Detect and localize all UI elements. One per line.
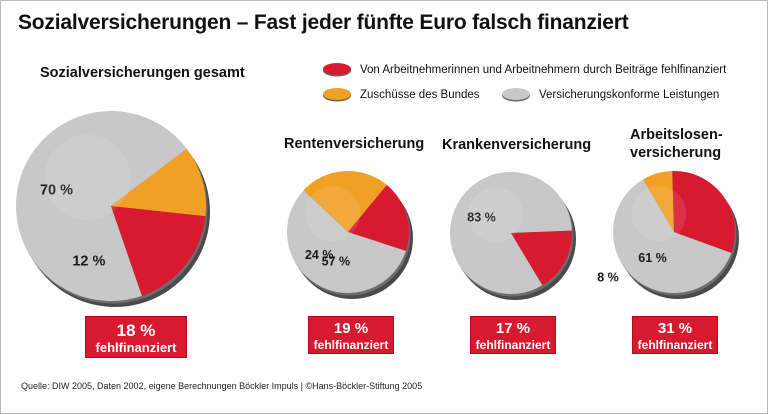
pie-title-kranken: Krankenversicherung bbox=[442, 137, 592, 153]
badge-arbeitslosen-value: 31 % bbox=[657, 320, 693, 337]
badge-renten: 19 % fehlfinanziert bbox=[308, 316, 394, 354]
legend-swatch-orange bbox=[323, 88, 351, 102]
pie-slice bbox=[450, 172, 572, 295]
legend-item-red: Von Arbeitnehmerinnen und Arbeitnehmern … bbox=[322, 62, 726, 77]
badge-gesamt-value: 18 % bbox=[116, 321, 156, 340]
pie-slice bbox=[303, 170, 387, 232]
legend-label-red: Von Arbeitnehmerinnen und Arbeitnehmern … bbox=[360, 63, 727, 76]
pie-gloss bbox=[631, 186, 687, 242]
badge-renten-label: fehlfinanziert bbox=[313, 338, 389, 352]
badge-gesamt: 18 % fehlfinanziert bbox=[85, 316, 187, 358]
pie-gloss bbox=[44, 134, 130, 221]
pie-3: 61 % 8 % bbox=[597, 170, 739, 299]
pie-0: 70 % 12 % bbox=[15, 110, 210, 307]
pie-title-arbeitslosen: Arbeitslosen- versicherung bbox=[630, 126, 723, 162]
badge-kranken-label: fehlfinanziert bbox=[475, 338, 551, 352]
pie-slice bbox=[15, 110, 187, 301]
pie-slice bbox=[672, 170, 735, 253]
pie-label: 24 % bbox=[305, 248, 334, 262]
pie-title-arbeitslosen-line-1: Arbeitslosen- bbox=[630, 127, 723, 143]
pie-title-gesamt: Sozialversicherungen gesamt bbox=[40, 65, 245, 81]
pie-label: 61 % bbox=[638, 251, 667, 265]
badge-arbeitslosen-label: fehlfinanziert bbox=[637, 338, 713, 352]
badge-gesamt-label: fehlfinanziert bbox=[95, 340, 177, 355]
pie-title-renten: Rentenversicherung bbox=[284, 136, 425, 152]
pie-label: 57 % bbox=[322, 254, 351, 268]
pie-slice bbox=[348, 185, 409, 251]
pie-slice bbox=[511, 230, 573, 286]
legend-label-orange: Zuschüsse des Bundes bbox=[360, 88, 480, 101]
pie-gloss bbox=[468, 187, 524, 243]
badge-arbeitslosen: 31 % fehlfinanziert bbox=[632, 316, 718, 354]
pie-slice bbox=[286, 190, 407, 293]
legend-label-grey: Versicherungskonforme Leistungen bbox=[539, 88, 720, 101]
badge-kranken: 17 % fehlfinanziert bbox=[470, 316, 556, 354]
pie-2: 83 % bbox=[450, 172, 576, 300]
badge-kranken-value: 17 % bbox=[495, 320, 531, 337]
pie-slice bbox=[612, 179, 732, 294]
pie-slice bbox=[643, 171, 674, 232]
pie-label: 83 % bbox=[467, 210, 496, 224]
pie-title-arbeitslosen-line-2: versicherung bbox=[630, 145, 722, 161]
badge-renten-value: 19 % bbox=[333, 320, 369, 337]
pie-1: 57 %24 % bbox=[286, 170, 413, 299]
legend-swatch-red bbox=[323, 63, 351, 77]
pie-gloss bbox=[305, 186, 361, 242]
pie-slice bbox=[111, 148, 206, 217]
source-note: Quelle: DIW 2005, Daten 2002, eigene Ber… bbox=[21, 381, 423, 391]
chart-title: Sozialversicherungen – Fast jeder fünfte… bbox=[18, 11, 629, 34]
pie-slice bbox=[111, 206, 206, 296]
pie-label: 70 % bbox=[40, 182, 73, 198]
legend-swatch-grey bbox=[502, 88, 530, 102]
pie-label: 8 % bbox=[597, 270, 619, 284]
legend-item-grey: Versicherungskonforme Leistungen bbox=[501, 87, 719, 102]
legend-item-orange: Zuschüsse des Bundes bbox=[322, 87, 480, 102]
pie-label: 12 % bbox=[72, 254, 105, 270]
